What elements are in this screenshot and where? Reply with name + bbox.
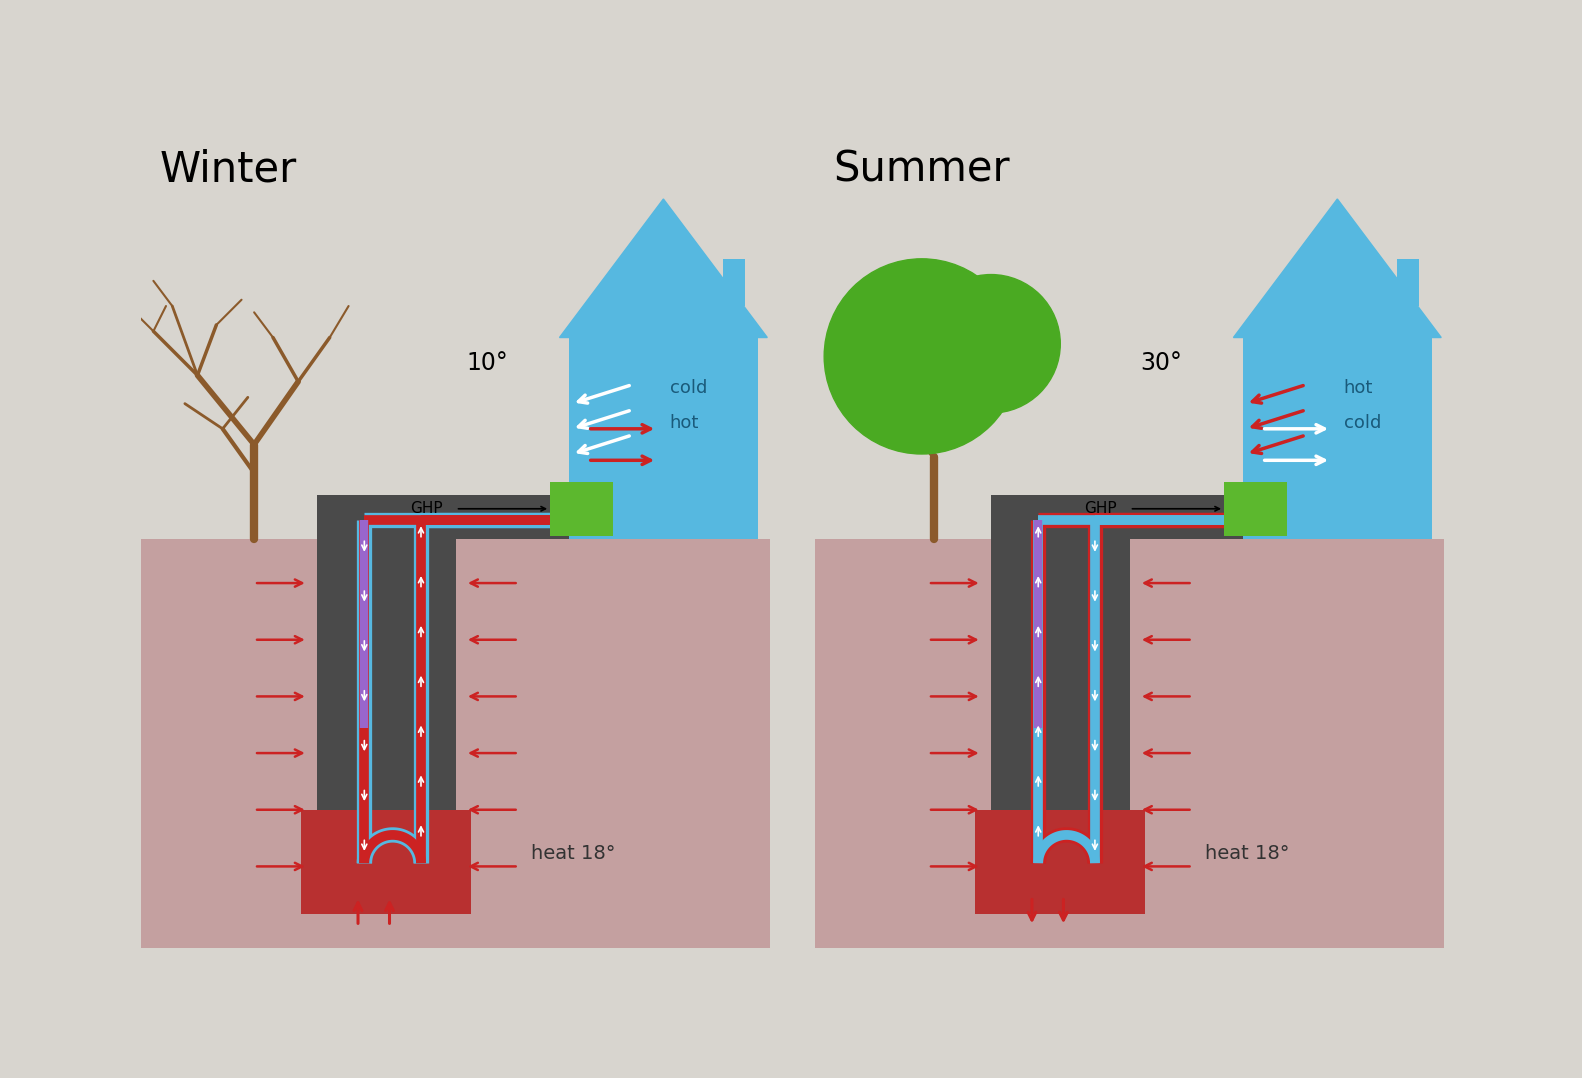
Text: 30°: 30° xyxy=(1141,350,1182,375)
Text: cold: cold xyxy=(669,378,707,397)
Bar xyxy=(975,810,1145,914)
Text: heat 18°: heat 18° xyxy=(532,844,615,863)
Bar xyxy=(990,495,1288,539)
Bar xyxy=(316,495,614,539)
Bar xyxy=(551,482,614,536)
Text: Summer: Summer xyxy=(834,149,1011,191)
Bar xyxy=(990,539,1130,904)
Bar xyxy=(301,810,471,914)
Text: 10°: 10° xyxy=(467,350,508,375)
Bar xyxy=(570,337,758,539)
Text: GHP: GHP xyxy=(410,501,443,516)
Bar xyxy=(815,539,1444,949)
Bar xyxy=(1224,482,1288,536)
Text: Winter: Winter xyxy=(160,149,297,191)
Bar xyxy=(1397,259,1419,306)
Text: hot: hot xyxy=(1343,378,1373,397)
Bar xyxy=(723,259,745,306)
Bar xyxy=(316,539,456,904)
Bar xyxy=(141,539,770,949)
Circle shape xyxy=(824,259,1019,454)
Text: cold: cold xyxy=(1343,414,1381,431)
Polygon shape xyxy=(1234,199,1441,337)
Text: heat 18°: heat 18° xyxy=(1205,844,1289,863)
Polygon shape xyxy=(560,199,767,337)
Text: GHP: GHP xyxy=(1084,501,1117,516)
Text: hot: hot xyxy=(669,414,699,431)
Circle shape xyxy=(922,275,1060,413)
Bar xyxy=(1243,337,1432,539)
